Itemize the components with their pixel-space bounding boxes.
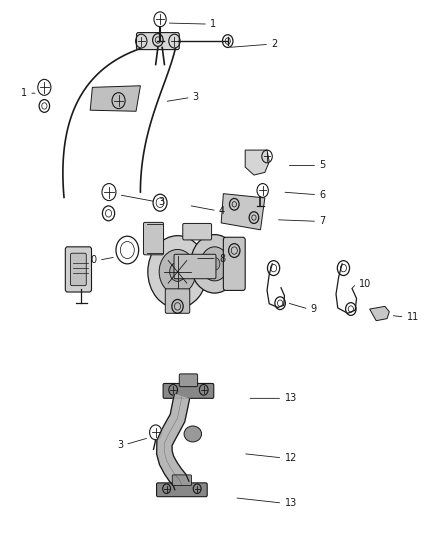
Text: 12: 12: [285, 453, 297, 463]
FancyBboxPatch shape: [65, 247, 92, 292]
Text: 2: 2: [272, 39, 278, 49]
FancyBboxPatch shape: [183, 223, 212, 240]
Text: 10: 10: [359, 279, 371, 288]
Text: 9: 9: [311, 304, 317, 314]
Text: 1: 1: [210, 19, 216, 29]
Text: 13: 13: [285, 393, 297, 403]
Text: 1: 1: [21, 88, 27, 98]
FancyBboxPatch shape: [223, 237, 245, 290]
Circle shape: [148, 236, 207, 308]
FancyBboxPatch shape: [137, 33, 179, 50]
Text: 3: 3: [117, 440, 123, 450]
Circle shape: [201, 247, 229, 281]
Polygon shape: [90, 86, 141, 111]
FancyBboxPatch shape: [71, 253, 86, 286]
FancyBboxPatch shape: [172, 475, 191, 486]
FancyBboxPatch shape: [144, 222, 163, 255]
Ellipse shape: [184, 426, 201, 442]
Text: 0: 0: [91, 255, 97, 265]
Text: 3: 3: [158, 197, 164, 207]
FancyBboxPatch shape: [165, 289, 190, 313]
Polygon shape: [157, 394, 190, 490]
FancyBboxPatch shape: [179, 374, 198, 386]
FancyBboxPatch shape: [163, 383, 214, 398]
Polygon shape: [221, 193, 265, 230]
Polygon shape: [245, 150, 269, 175]
Text: 6: 6: [319, 190, 325, 200]
Text: 8: 8: [219, 254, 225, 263]
Text: 7: 7: [319, 216, 326, 227]
Polygon shape: [370, 306, 389, 321]
Circle shape: [159, 249, 196, 294]
Text: 3: 3: [193, 92, 199, 102]
FancyBboxPatch shape: [174, 254, 216, 279]
Text: 13: 13: [285, 498, 297, 508]
Text: 4: 4: [219, 206, 225, 216]
Circle shape: [170, 262, 185, 281]
Circle shape: [191, 235, 239, 293]
Text: 5: 5: [319, 160, 326, 171]
FancyBboxPatch shape: [156, 483, 207, 497]
Circle shape: [209, 257, 220, 270]
Text: 11: 11: [407, 312, 419, 322]
